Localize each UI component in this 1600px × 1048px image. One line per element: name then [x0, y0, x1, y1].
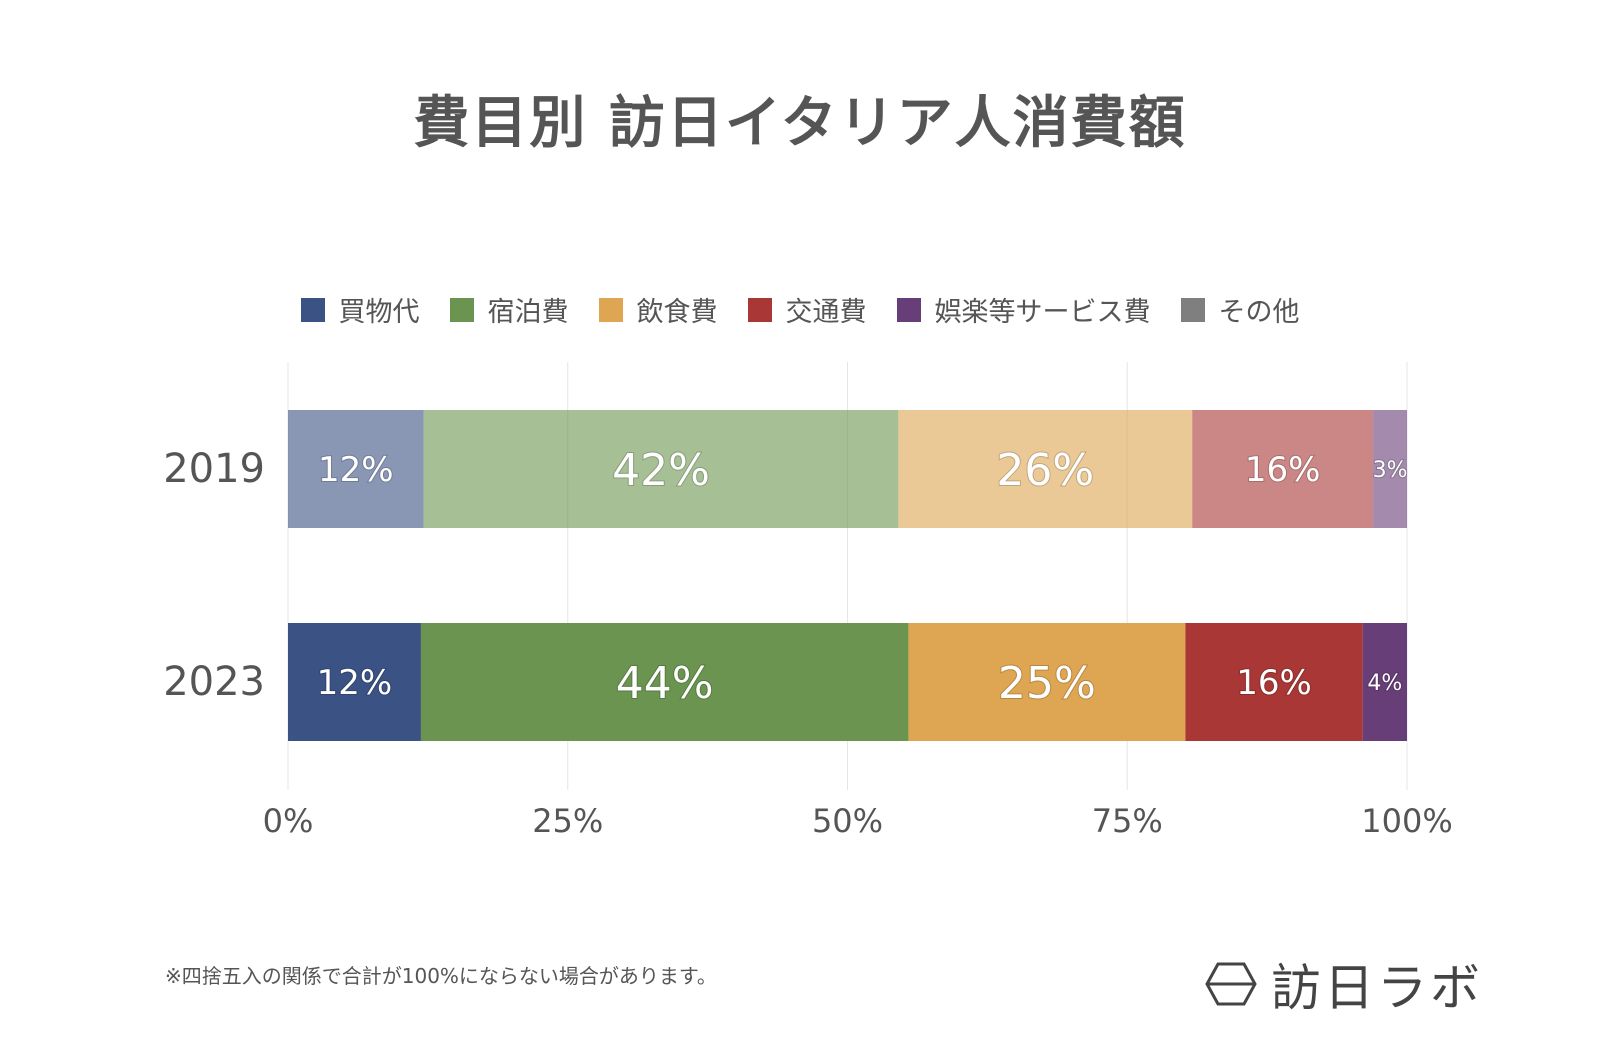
data-label: 4% [1367, 671, 1402, 696]
legend-label: 宿泊費 [487, 297, 569, 328]
legend-swatch [449, 297, 474, 322]
x-tick-label: 0% [263, 802, 314, 840]
bar-segment [1192, 410, 1374, 528]
hexagon-logo-icon [1205, 962, 1257, 1006]
legend-item: 買物代 [300, 290, 420, 329]
bar-segment [898, 410, 1193, 528]
x-tick-label: 25% [532, 802, 603, 840]
data-label: 25% [998, 658, 1096, 709]
bar-segment [1373, 410, 1407, 528]
brand-logo: 訪日ラボ [1205, 948, 1483, 1020]
data-label: 12% [318, 450, 394, 490]
legend-item: その他 [1180, 290, 1300, 329]
bar-segment [423, 410, 899, 528]
legend-item: 娯楽等サービス費 [896, 290, 1151, 329]
legend-swatch [1180, 297, 1205, 322]
data-label: 3% [1373, 458, 1408, 483]
bar-segment [420, 623, 909, 741]
legend-swatch [300, 297, 325, 322]
legend-label: その他 [1218, 297, 1300, 328]
brand-name: 訪日ラボ [1271, 959, 1483, 1017]
chart-title: 費目別 訪日イタリア人消費額 [413, 91, 1187, 156]
category-label: 2023 [163, 659, 265, 705]
x-tick-label: 75% [1092, 802, 1163, 840]
category-label: 2019 [163, 446, 265, 492]
data-label: 44% [616, 658, 714, 709]
data-label: 26% [996, 445, 1094, 496]
footnote: ※四捨五入の関係で合計が100%にならない場合があります。 [165, 964, 717, 988]
data-label: 16% [1245, 450, 1321, 490]
legend-swatch [896, 297, 921, 322]
bar-segment [1185, 623, 1363, 741]
data-label: 12% [317, 663, 393, 703]
data-label: 16% [1236, 663, 1312, 703]
data-label: 42% [612, 445, 710, 496]
legend-item: 交通費 [747, 290, 867, 329]
bar-segment [908, 623, 1186, 741]
legend-swatch [747, 297, 772, 322]
bar-segment [288, 410, 424, 528]
bar-segment [288, 623, 421, 741]
x-tick-label: 50% [812, 802, 883, 840]
chart-legend: 買物代 宿泊費 飲食費 交通費 娯楽等サービス費 その他 [0, 290, 1600, 329]
legend-label: 娯楽等サービス費 [934, 297, 1151, 328]
x-tick-label: 100% [1361, 802, 1452, 840]
legend-label: 飲食費 [636, 297, 718, 328]
legend-swatch [598, 297, 623, 322]
legend-label: 交通費 [785, 297, 867, 328]
bar-segment [1362, 623, 1407, 741]
legend-label: 買物代 [338, 297, 420, 328]
legend-item: 飲食費 [598, 290, 718, 329]
legend-item: 宿泊費 [449, 290, 569, 329]
